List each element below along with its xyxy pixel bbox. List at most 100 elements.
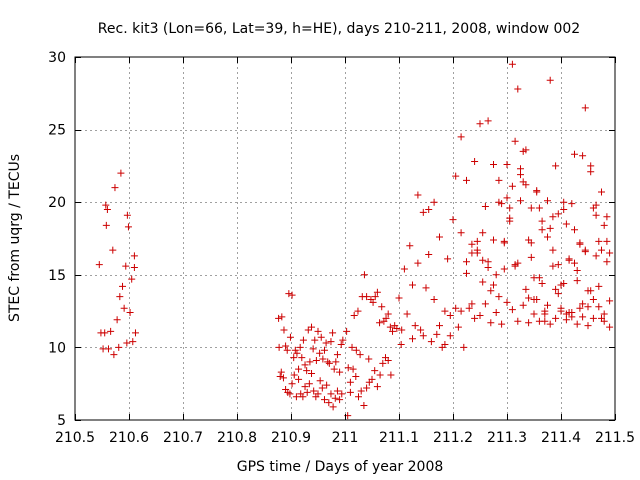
x-tick-label: 211.5 [595, 430, 635, 446]
data-point [312, 356, 320, 364]
data-point [109, 246, 117, 254]
data-point [562, 310, 570, 318]
data-point [603, 213, 611, 221]
data-point [592, 252, 600, 260]
data-point [338, 390, 346, 398]
data-point [354, 307, 362, 315]
data-point [110, 351, 118, 359]
data-point [568, 313, 576, 321]
data-point [357, 387, 365, 395]
data-point [283, 346, 291, 354]
data-point [573, 320, 581, 328]
data-point [333, 351, 341, 359]
data-point [123, 211, 131, 219]
data-point [320, 346, 328, 354]
data-point [306, 358, 314, 366]
data-point [571, 150, 578, 158]
data-point [276, 372, 284, 380]
data-point [331, 394, 339, 402]
data-point [471, 158, 479, 166]
data-point [126, 309, 134, 317]
data-point [122, 262, 130, 270]
data-point [349, 365, 357, 373]
data-point [546, 224, 554, 232]
data-point [425, 250, 433, 258]
data-point [332, 358, 340, 366]
data-point [508, 306, 516, 314]
data-point [508, 60, 516, 68]
data-point [293, 349, 301, 357]
data-point [316, 349, 324, 357]
data-point [301, 361, 309, 369]
data-point [519, 147, 527, 155]
data-point [495, 176, 503, 184]
data-point [606, 249, 614, 257]
data-point [492, 309, 500, 317]
data-point [525, 319, 533, 327]
data-point [378, 303, 386, 311]
data-point [316, 377, 324, 385]
data-point [576, 240, 584, 248]
y-tick-label: 20 [48, 195, 66, 211]
data-point [430, 295, 438, 303]
x-axis-label: GPS time / Days of year 2008 [237, 459, 444, 475]
x-tick-label: 210.7 [163, 430, 203, 446]
data-point [333, 387, 341, 395]
data-point [279, 374, 287, 382]
data-point [282, 342, 290, 350]
data-point [452, 304, 460, 312]
tick-labels-layer: 210.5 210.6 210.7 210.8 210.9 211 211.1 211.2 21… [48, 50, 635, 446]
data-point [560, 198, 568, 206]
data-point [600, 221, 608, 229]
data-point [487, 287, 495, 295]
data-point [514, 85, 522, 93]
data-point [552, 162, 560, 170]
data-point [530, 295, 538, 303]
data-point [129, 338, 137, 346]
data-point [318, 384, 326, 392]
data-point [360, 401, 368, 409]
data-point [360, 271, 368, 279]
data-point [463, 258, 470, 266]
data-point [595, 237, 603, 245]
data-point [473, 246, 481, 254]
data-point [373, 288, 381, 296]
data-point [352, 372, 360, 380]
data-point [535, 274, 543, 282]
y-tick-label: 25 [48, 123, 66, 139]
data-point [117, 169, 125, 177]
data-point [329, 329, 337, 337]
data-point [441, 307, 449, 315]
x-tick-label: 210.5 [55, 430, 95, 446]
data-point [598, 188, 605, 196]
data-point [495, 293, 503, 301]
data-point [395, 294, 403, 302]
data-point [310, 387, 318, 395]
data-point [414, 191, 422, 199]
data-point [517, 171, 524, 179]
data-point [592, 211, 600, 219]
data-point [481, 203, 489, 211]
data-point [589, 314, 597, 322]
chart-title: Rec. kit3 (Lon=66, Lat=39, h=HE), days 2… [98, 21, 580, 37]
data-point [454, 323, 462, 331]
data-point [304, 326, 312, 334]
data-point [527, 253, 535, 261]
data-point [308, 370, 316, 378]
data-point [363, 293, 371, 301]
data-point [295, 375, 303, 383]
data-point [573, 266, 581, 274]
data-point [303, 388, 311, 396]
data-point [419, 208, 427, 216]
data-point [579, 313, 587, 321]
data-point [346, 378, 354, 386]
data-point [579, 300, 587, 308]
data-point [323, 381, 331, 389]
data-point [533, 187, 541, 195]
data-point [290, 354, 298, 362]
data-point [319, 355, 327, 363]
data-point [311, 336, 319, 344]
data-point [527, 204, 535, 212]
data-point [107, 327, 115, 335]
